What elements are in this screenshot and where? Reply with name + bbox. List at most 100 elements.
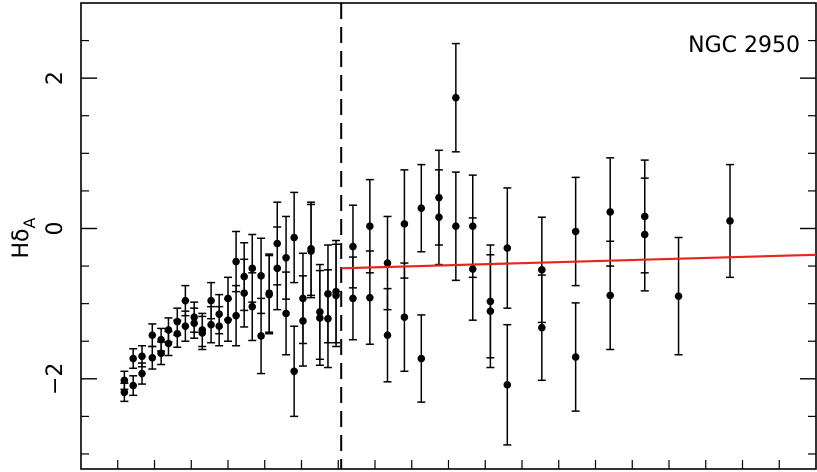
- point-marker: [503, 244, 512, 252]
- point-marker: [307, 247, 315, 255]
- point-marker: [148, 353, 157, 362]
- y-axis-label: HδA: [9, 217, 39, 258]
- data-point: [323, 269, 332, 369]
- point-marker: [674, 292, 683, 300]
- point-marker: [207, 296, 215, 305]
- data-point: [537, 274, 546, 382]
- data-point: [232, 284, 241, 347]
- y-axis-label-sub: A: [20, 217, 39, 228]
- data-point: [290, 325, 299, 418]
- point-marker: [383, 331, 392, 340]
- point-marker: [366, 222, 374, 231]
- point-marker: [324, 314, 332, 323]
- data-point: [282, 271, 291, 356]
- data-point: [148, 345, 157, 370]
- point-marker: [181, 322, 190, 330]
- data-point: [451, 42, 460, 153]
- point-marker: [726, 217, 734, 225]
- point-marker: [640, 230, 649, 239]
- data-point: [307, 203, 316, 299]
- data-point: [265, 253, 274, 333]
- data-point: [224, 276, 232, 321]
- point-marker: [257, 272, 265, 280]
- point-marker: [316, 314, 324, 322]
- point-marker: [138, 352, 146, 361]
- point-marker: [332, 287, 340, 296]
- point-marker: [164, 326, 173, 334]
- data-point: [400, 169, 409, 279]
- point-marker: [248, 264, 257, 273]
- plot-border: [80, 2, 817, 470]
- point-marker: [400, 313, 409, 321]
- data-point: [332, 239, 341, 344]
- data-point: [383, 287, 392, 383]
- point-marker: [120, 388, 129, 397]
- point-marker: [290, 233, 298, 242]
- data-point: [273, 201, 282, 286]
- point-marker: [571, 353, 580, 361]
- point-marker: [248, 302, 257, 311]
- data-point: [248, 272, 257, 342]
- point-marker: [383, 259, 392, 267]
- point-marker: [538, 323, 546, 332]
- point-marker: [349, 242, 357, 251]
- data-points: [120, 42, 735, 446]
- data-point: [348, 256, 357, 341]
- point-marker: [538, 266, 546, 274]
- point-marker: [120, 376, 129, 385]
- plot-frame: [80, 2, 817, 470]
- data-point: [190, 301, 199, 333]
- data-point: [290, 191, 299, 284]
- point-marker: [468, 265, 477, 273]
- point-marker: [257, 332, 265, 340]
- point-marker: [129, 381, 137, 390]
- point-marker: [486, 307, 495, 315]
- data-point: [198, 315, 207, 351]
- point-marker: [366, 293, 374, 302]
- data-point: [120, 382, 129, 403]
- data-point: [232, 230, 241, 293]
- data-point: [129, 347, 138, 370]
- y-tick-label: −2: [43, 363, 68, 395]
- point-marker: [232, 257, 240, 266]
- point-marker: [571, 227, 580, 236]
- data-point: [400, 262, 409, 373]
- point-marker: [273, 239, 282, 248]
- galaxy-annotation: NGC 2950: [688, 33, 800, 58]
- axis-ticks: −2 0 2: [43, 39, 816, 469]
- data-point: [157, 327, 166, 352]
- data-point: [571, 302, 580, 412]
- point-marker: [190, 313, 198, 321]
- fit-line-segment: [341, 253, 817, 270]
- data-point: [451, 171, 460, 282]
- point-marker: [349, 294, 357, 303]
- labels: NGC 2950 HδA: [9, 33, 800, 258]
- data-point: [503, 187, 512, 309]
- data-point: [571, 176, 580, 287]
- point-marker: [215, 310, 223, 318]
- y-tick-label: 0: [43, 221, 68, 235]
- data-point: [181, 284, 190, 317]
- data-point: [240, 258, 249, 328]
- point-marker: [282, 309, 290, 318]
- point-marker: [417, 354, 426, 363]
- point-marker: [417, 204, 426, 212]
- point-marker: [173, 317, 182, 326]
- data-point: [503, 323, 512, 446]
- point-marker: [148, 331, 157, 340]
- point-marker: [290, 367, 298, 376]
- point-marker: [198, 329, 207, 337]
- data-point: [138, 344, 147, 368]
- point-marker: [435, 213, 443, 222]
- point-marker: [282, 253, 290, 262]
- point-marker: [232, 311, 240, 320]
- data-point: [486, 254, 495, 369]
- fit-line: [341, 253, 817, 270]
- data-point: [417, 314, 426, 403]
- data-point: [315, 269, 324, 367]
- point-marker: [181, 296, 190, 305]
- point-marker: [157, 335, 165, 344]
- data-point: [173, 307, 182, 336]
- point-marker: [265, 289, 273, 297]
- point-marker: [299, 317, 307, 325]
